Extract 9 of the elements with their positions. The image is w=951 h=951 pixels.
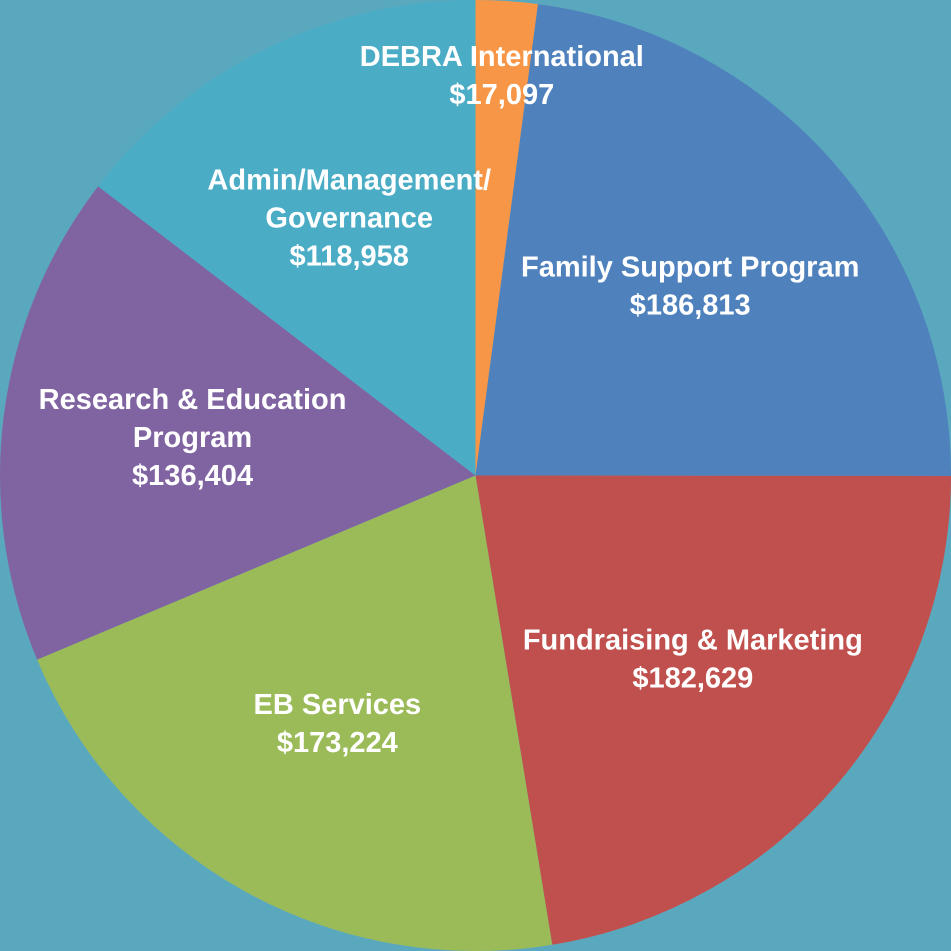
slice-label: Research & Education Program [38,384,346,454]
data-label: $173,224 [276,727,398,760]
data-label: $136,404 [132,460,254,492]
slice-label: Fundraising & Marketing [522,624,863,656]
data-label: $182,629 [632,662,754,694]
slice-label: Family Support Program [520,252,860,284]
slice-label: EB Services [253,689,422,722]
data-label: $186,813 [630,290,751,322]
data-label: $118,958 [290,240,409,273]
